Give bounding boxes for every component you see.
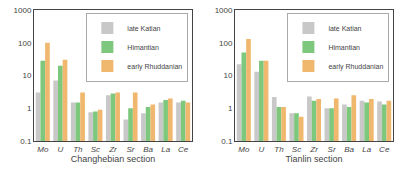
svg-text:Sc: Sc	[91, 145, 100, 154]
svg-text:1: 1	[228, 104, 233, 113]
svg-text:La: La	[362, 145, 371, 154]
svg-text:Zr: Zr	[108, 145, 117, 154]
svg-text:100: 100	[219, 39, 233, 48]
svg-text:0.1: 0.1	[20, 137, 32, 146]
svg-text:Sr: Sr	[127, 145, 135, 154]
svg-text:10: 10	[22, 71, 31, 80]
svg-text:early Rhuddanian: early Rhuddanian	[328, 63, 383, 71]
svg-text:Sr: Sr	[328, 145, 336, 154]
svg-text:Ba: Ba	[143, 145, 153, 154]
svg-text:Himantian: Himantian	[328, 44, 360, 51]
svg-text:Changhebian section: Changhebian section	[71, 154, 156, 164]
svg-text:Himantian: Himantian	[127, 44, 159, 51]
svg-text:Zr: Zr	[309, 145, 318, 154]
svg-text:1: 1	[27, 104, 32, 113]
svg-text:1000: 1000	[14, 6, 32, 15]
svg-text:1000: 1000	[215, 6, 233, 15]
svg-text:late Katian: late Katian	[328, 25, 361, 32]
svg-text:Ce: Ce	[379, 145, 390, 154]
svg-text:Mo: Mo	[238, 145, 250, 154]
svg-text:Ce: Ce	[178, 145, 189, 154]
svg-text:Th: Th	[73, 145, 83, 154]
svg-text:10: 10	[224, 71, 233, 80]
svg-text:U: U	[57, 145, 63, 154]
svg-text:Mo: Mo	[37, 145, 49, 154]
svg-text:Ba: Ba	[344, 145, 354, 154]
svg-text:Tianlin section: Tianlin section	[285, 154, 342, 164]
svg-text:early Rhuddanian: early Rhuddanian	[127, 63, 182, 71]
svg-text:Th: Th	[274, 145, 284, 154]
svg-text:0.1: 0.1	[221, 137, 233, 146]
svg-text:Sc: Sc	[292, 145, 301, 154]
svg-text:U: U	[258, 145, 264, 154]
svg-text:La: La	[161, 145, 170, 154]
svg-text:100: 100	[18, 39, 32, 48]
svg-text:late Katian: late Katian	[127, 25, 160, 32]
